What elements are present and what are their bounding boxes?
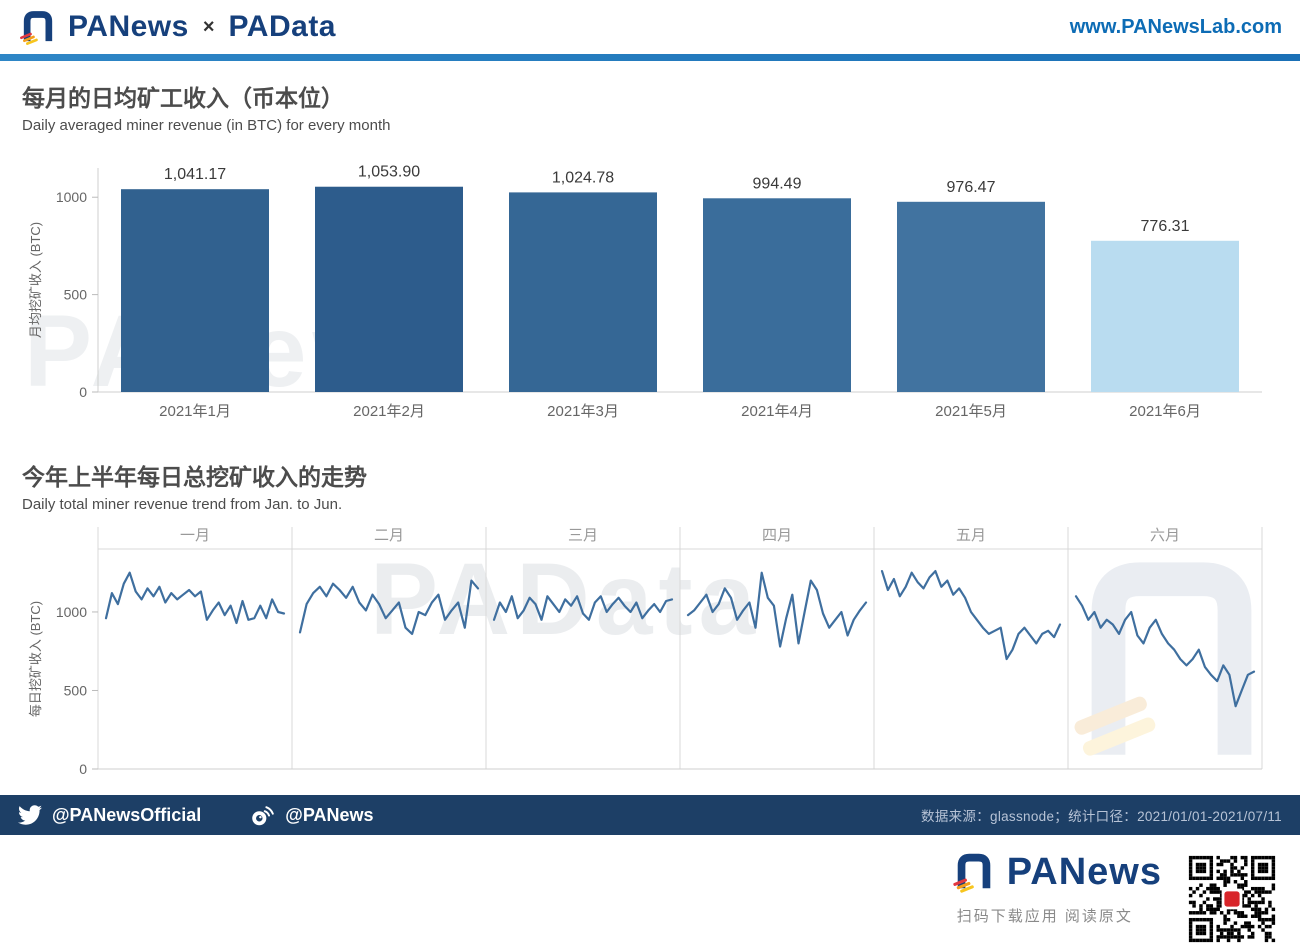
bottom-brand-col: PANews 扫码下载应用 阅读原文	[951, 849, 1162, 926]
chart1-title: 每月的日均矿工收入（币本位）	[22, 85, 344, 111]
svg-text:2021年1月: 2021年1月	[159, 403, 231, 420]
svg-text:0: 0	[79, 384, 87, 400]
site-link[interactable]: www.PANewsLab.com	[1069, 15, 1282, 38]
panews-logo-icon	[20, 11, 53, 45]
chart1-subtitle: Daily averaged miner revenue (in BTC) fo…	[22, 117, 391, 134]
svg-text:1000: 1000	[56, 604, 87, 620]
qr-caption: 扫码下载应用 阅读原文	[956, 908, 1133, 925]
data-source-text: 数据来源：glassnode；统计口径：2021/01/01-2021/07/1…	[921, 809, 1282, 824]
svg-text:1,053.90: 1,053.90	[358, 164, 420, 181]
svg-text:月均挖矿收入 (BTC): 月均挖矿收入 (BTC)	[28, 222, 43, 338]
brand-separator: ×	[202, 15, 215, 38]
svg-text:500: 500	[64, 287, 88, 303]
panews-logo-icon-large	[953, 853, 991, 893]
bottom-brand-name: PANews	[1006, 850, 1162, 893]
svg-text:一月: 一月	[180, 527, 210, 544]
line-chart: 0 500 1000 每日挖矿收入 (BTC) 一月 二月 三月 四月 五月 六月	[28, 527, 1263, 777]
header-logo-group: PANews × PAData	[18, 7, 336, 47]
svg-text:2021年4月: 2021年4月	[741, 403, 813, 420]
bottom-area: PANews 扫码下载应用 阅读原文	[0, 835, 1300, 945]
svg-text:五月: 五月	[956, 527, 986, 544]
social-group: @PANewsOfficial @PANews	[18, 802, 374, 828]
twitter-handle: @PANewsOfficial	[52, 804, 202, 825]
header: PANews × PAData www.PANewsLab.com	[0, 0, 1300, 54]
svg-text:2021年5月: 2021年5月	[935, 403, 1007, 420]
footer-bar: @PANewsOfficial @PANews 数据来源：glassnode；统…	[0, 795, 1300, 835]
svg-text:六月: 六月	[1150, 527, 1180, 544]
chart1-section: 每月的日均矿工收入（币本位） Daily averaged miner reve…	[0, 79, 1300, 440]
svg-text:500: 500	[64, 682, 88, 698]
svg-text:776.31: 776.31	[1141, 218, 1190, 235]
svg-text:1,024.78: 1,024.78	[552, 169, 614, 186]
chart2-wrap: PAData 0 500 1000 每日挖矿收入 (BTC) 一月 二月 三月 四月 五月 六月	[20, 519, 1280, 787]
svg-text:994.49: 994.49	[753, 175, 802, 192]
svg-text:二月: 二月	[374, 527, 404, 544]
chart2-title: 今年上半年每日总挖矿收入的走势	[22, 464, 367, 490]
header-divider	[0, 54, 1300, 61]
svg-text:1,041.17: 1,041.17	[164, 166, 226, 183]
weibo-icon	[252, 806, 275, 826]
brand-panews: PANews	[68, 10, 189, 43]
twitter-link[interactable]: @PANewsOfficial	[18, 803, 201, 827]
chart2-section: 今年上半年每日总挖矿收入的走势 Daily total miner revenu…	[0, 458, 1300, 787]
svg-text:四月: 四月	[762, 527, 792, 544]
svg-text:2021年2月: 2021年2月	[353, 403, 425, 420]
weibo-handle: @PANews	[285, 804, 374, 825]
svg-text:2021年6月: 2021年6月	[1129, 403, 1201, 420]
svg-text:每日挖矿收入 (BTC): 每日挖矿收入 (BTC)	[28, 601, 43, 717]
svg-text:三月: 三月	[568, 527, 598, 544]
qr-code	[1182, 849, 1282, 945]
svg-text:1000: 1000	[56, 189, 87, 205]
bar-chart: 0 500 1000 月均挖矿收入 (BTC) 1,041.17 2021年1月 1,053…	[28, 164, 1262, 420]
svg-text:2021年3月: 2021年3月	[547, 403, 619, 420]
chart2-subtitle: Daily total miner revenue trend from Jan…	[22, 496, 343, 513]
svg-text:976.47: 976.47	[947, 179, 996, 196]
weibo-link[interactable]: @PANews	[249, 802, 374, 828]
brand-padata: PAData	[228, 10, 336, 43]
bottom-brand: PANews	[951, 849, 1162, 895]
svg-text:0: 0	[79, 761, 87, 777]
twitter-icon	[18, 805, 42, 825]
